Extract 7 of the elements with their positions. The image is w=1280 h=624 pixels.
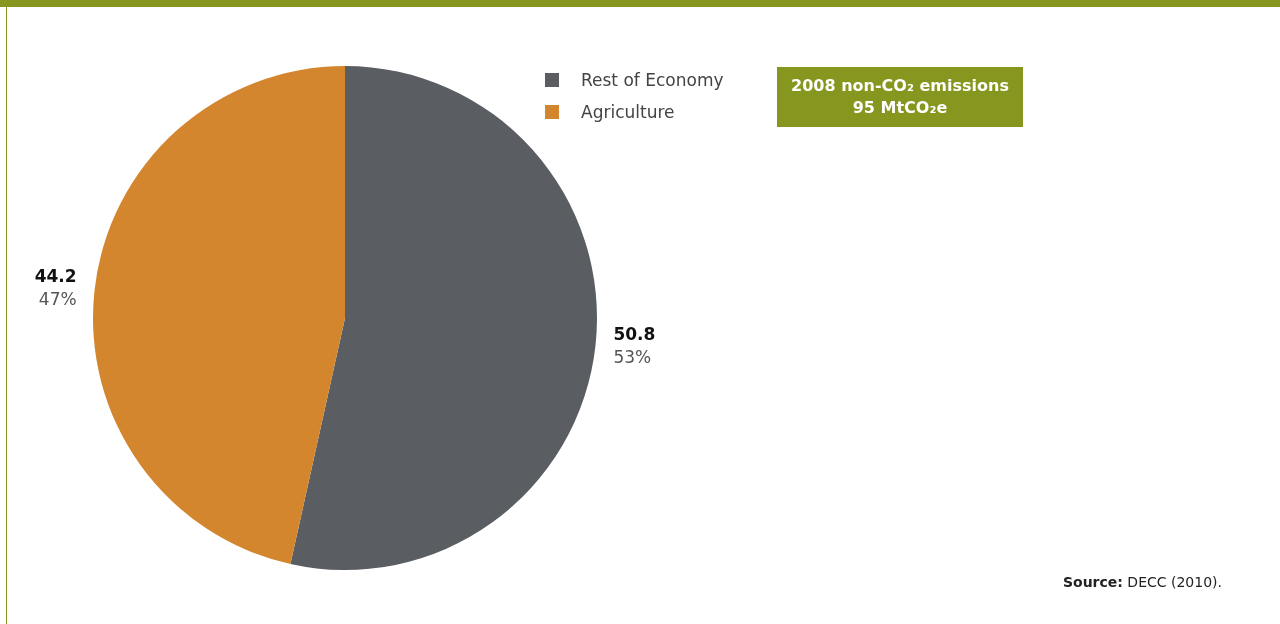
- source-note: Source: DECC (2010).: [1062, 574, 1222, 590]
- legend-label: Agriculture: [581, 102, 675, 122]
- data-label: 44.2 47%: [34, 265, 77, 309]
- data-label: 50.8 53%: [613, 324, 656, 368]
- text: 2008 non-CO₂ emissions: [790, 75, 1010, 97]
- legend-label: Rest of Economy: [581, 70, 724, 90]
- text: 95 MtCO₂e: [851, 97, 949, 119]
